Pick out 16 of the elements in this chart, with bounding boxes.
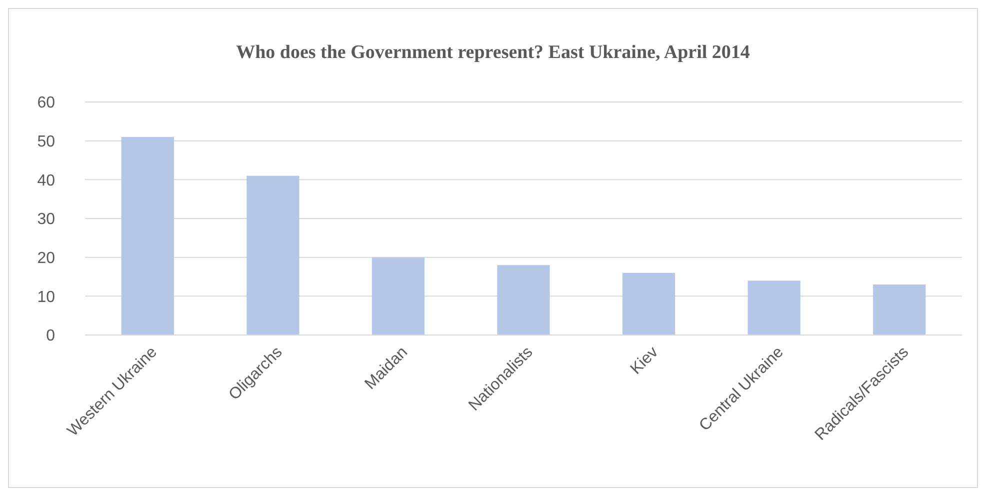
- y-tick-label: 20: [37, 250, 56, 267]
- bar: [246, 176, 300, 335]
- chart-title: Who does the Government represent? East Ukraine, April 2014: [236, 42, 750, 63]
- y-tick-label: 40: [37, 172, 56, 190]
- bar: [622, 272, 676, 335]
- bar: [121, 136, 174, 335]
- bar: [748, 280, 800, 335]
- y-tick-label: 50: [37, 133, 56, 150]
- bar: [497, 265, 550, 335]
- x-tick-label: Kiev: [628, 344, 662, 378]
- bar: [873, 284, 926, 335]
- y-tick-label: 0: [46, 328, 56, 345]
- bar: [372, 257, 425, 335]
- y-tick-label: 30: [37, 211, 56, 228]
- y-tick-label: 60: [37, 94, 56, 112]
- y-tick-label: 10: [37, 288, 56, 306]
